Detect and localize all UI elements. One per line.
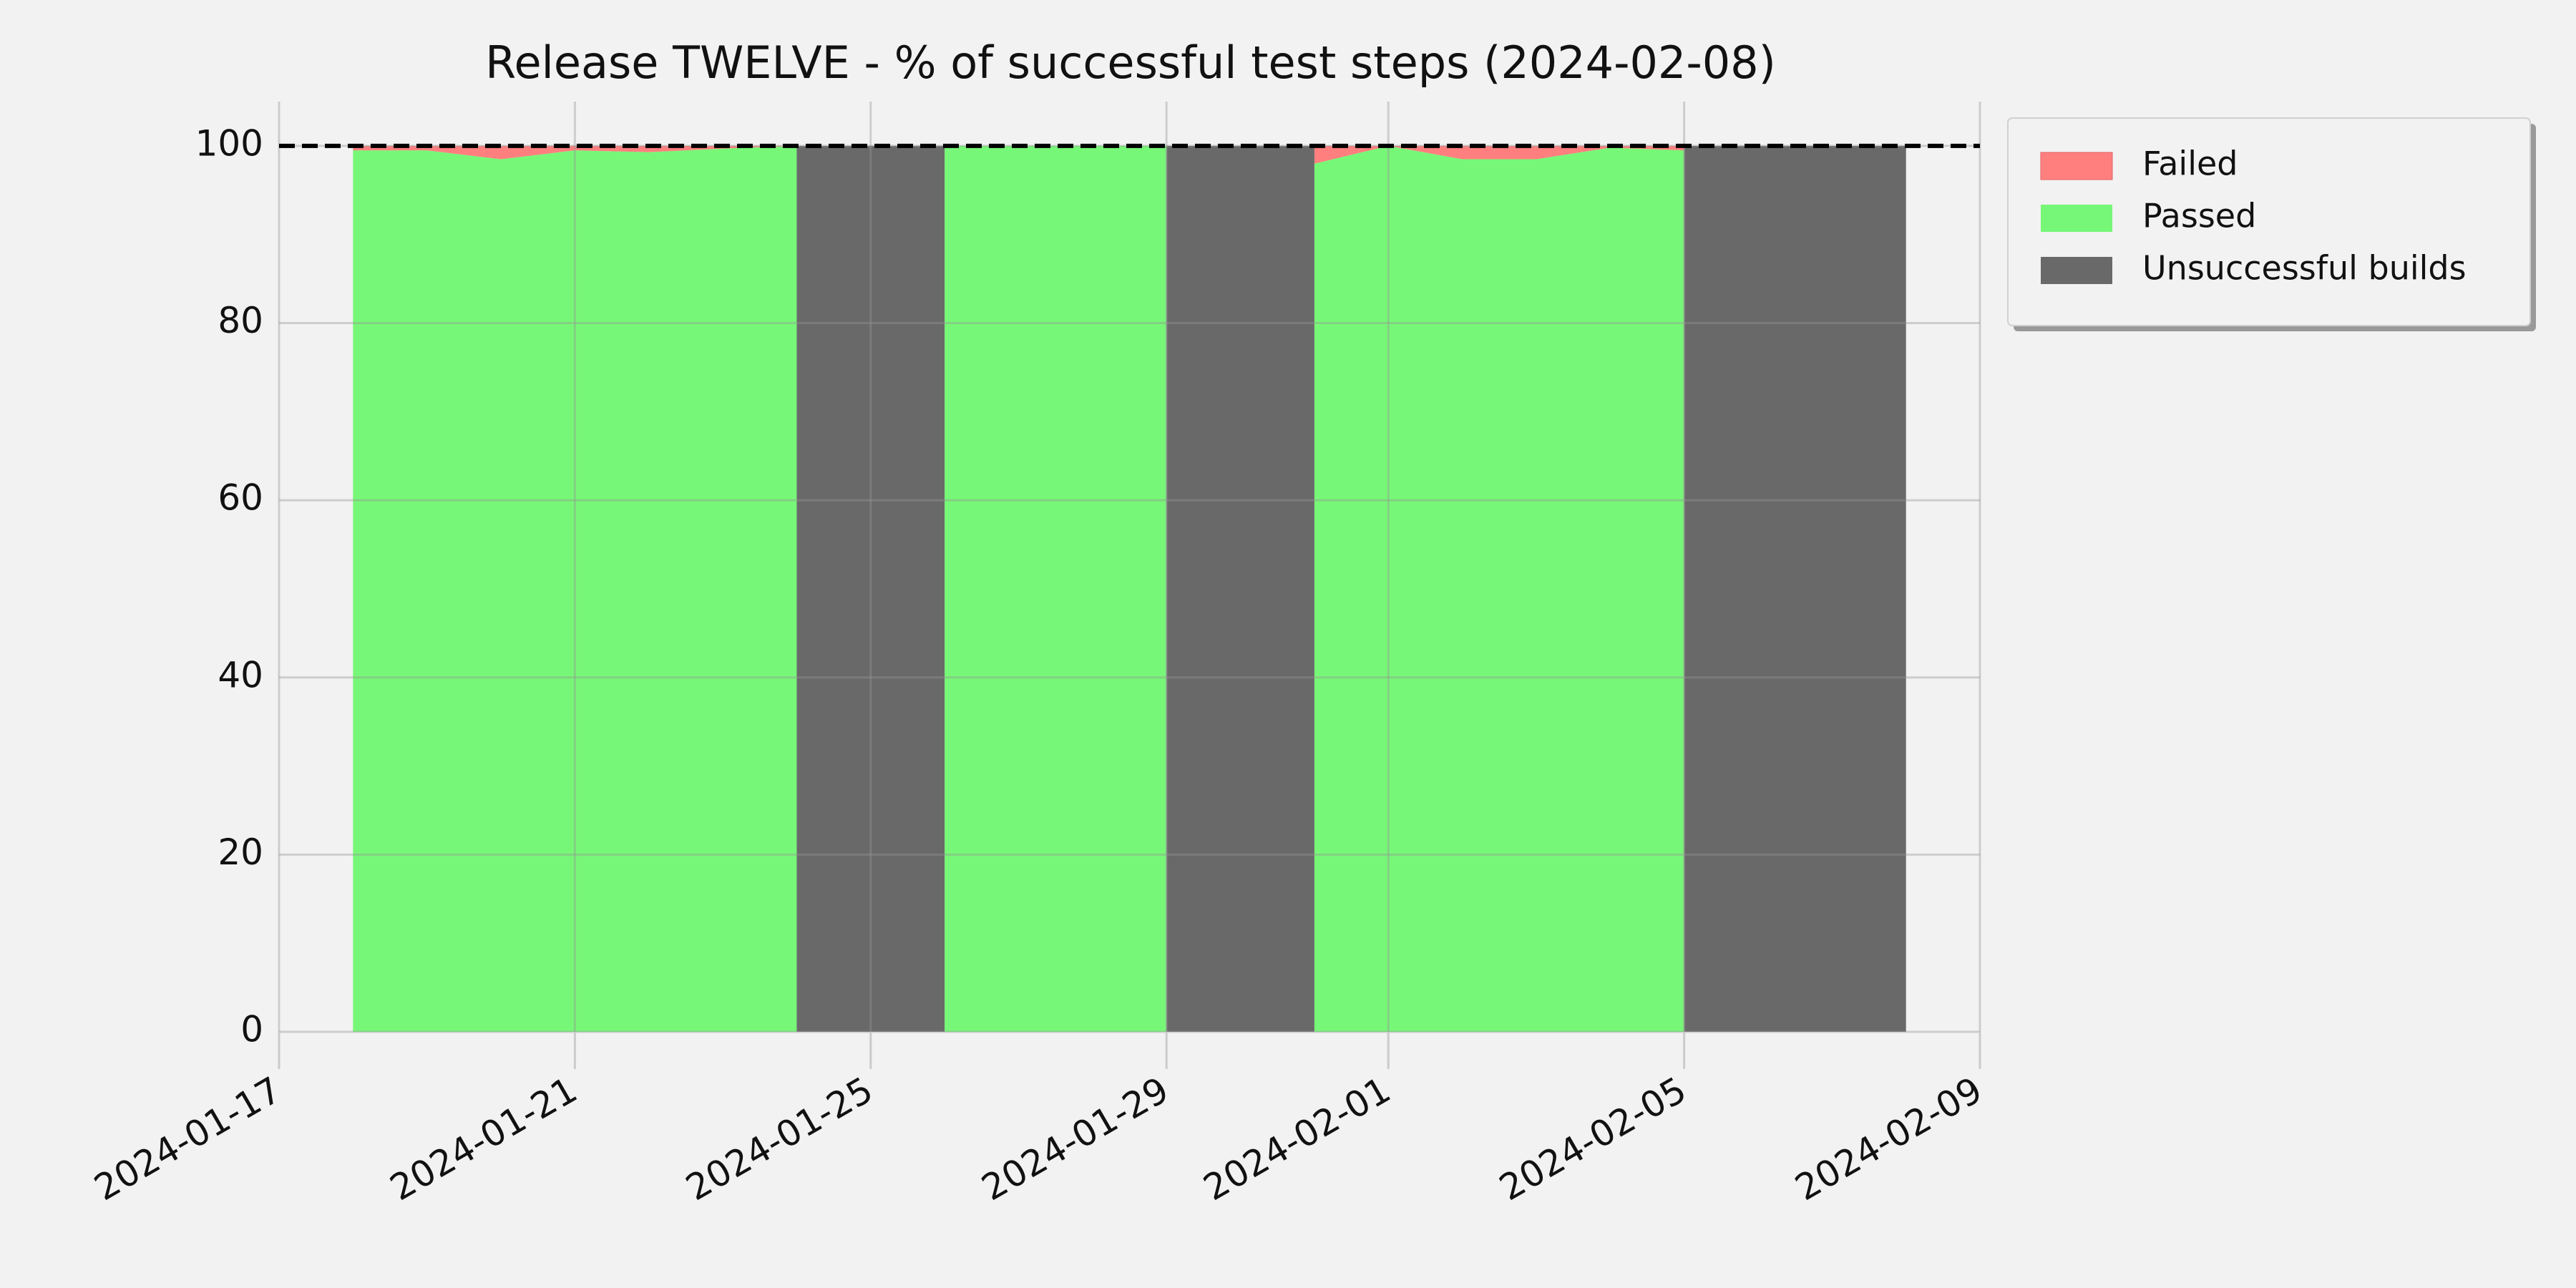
area	[353, 145, 797, 1032]
y-tick-label: 40	[218, 654, 263, 696]
area	[353, 145, 797, 160]
y-tick-label: 20	[218, 831, 263, 873]
area	[945, 145, 1167, 1032]
area	[1166, 145, 1314, 1032]
legend-label: Unsuccessful builds	[2142, 249, 2467, 288]
legend-swatch	[2040, 152, 2113, 180]
legend-label: Passed	[2142, 197, 2256, 235]
area	[1314, 145, 1684, 164]
y-tick-label: 60	[218, 477, 263, 519]
y-tick-label: 0	[240, 1009, 263, 1050]
legend: Failed Passed Unsuccessful builds	[2007, 117, 2536, 331]
area	[1314, 145, 1684, 1032]
y-tick-label: 80	[218, 300, 263, 341]
y-tick-label: 100	[195, 122, 263, 164]
area	[796, 145, 945, 1032]
legend-label: Failed	[2142, 145, 2238, 183]
legend-swatch	[2041, 257, 2112, 284]
area	[1684, 145, 1906, 1032]
legend-box	[2007, 117, 2531, 326]
legend-swatch	[2041, 205, 2112, 232]
chart-title: Release TWELVE - % of successful test st…	[485, 36, 1776, 89]
